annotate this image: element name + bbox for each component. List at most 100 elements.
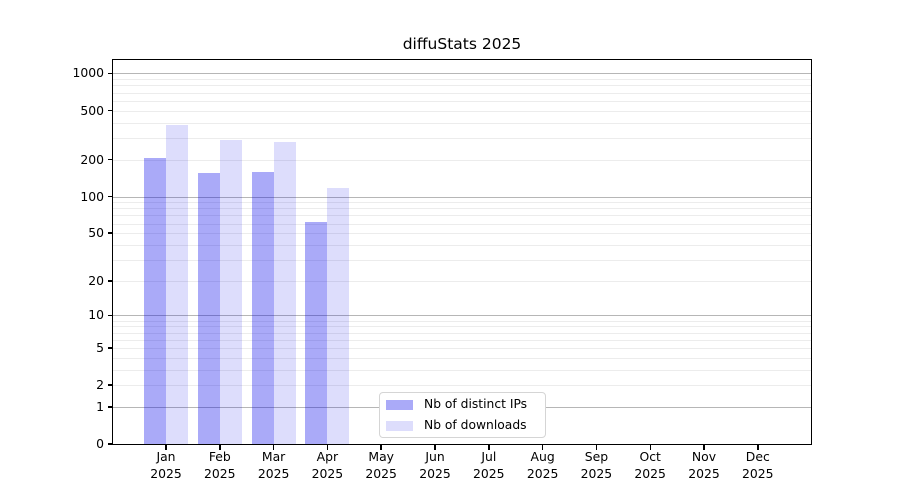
x-tick-mark xyxy=(595,444,598,450)
legend: Nb of distinct IPs Nb of downloads xyxy=(379,392,546,438)
gridline-600 xyxy=(113,100,811,102)
y-tick-label-0: 0 xyxy=(96,436,104,451)
y-tick-mark xyxy=(108,195,113,198)
bar-feb-downloads xyxy=(219,139,242,444)
year-label: 2025 xyxy=(419,465,451,481)
bar-feb-distinct-ips xyxy=(197,173,220,444)
y-tick-mark xyxy=(108,158,113,161)
gridline-400 xyxy=(113,122,811,124)
gridline-60 xyxy=(113,223,811,225)
month-label: Feb xyxy=(208,449,231,464)
x-tick-label-sep: Sep 2025 xyxy=(565,449,627,482)
gridline-70 xyxy=(113,215,811,217)
year-label: 2025 xyxy=(742,465,774,481)
gridline-20 xyxy=(113,280,811,282)
x-tick-label-feb: Feb 2025 xyxy=(189,449,251,482)
x-tick-mark xyxy=(488,444,490,450)
gridline-40 xyxy=(113,244,811,246)
gridline-500 xyxy=(113,110,811,112)
y-tick-label-100: 100 xyxy=(80,188,104,204)
x-tick-mark xyxy=(649,444,651,450)
bar-apr-downloads xyxy=(327,187,350,444)
gridline-200 xyxy=(113,159,811,161)
gridline-6 xyxy=(113,339,811,341)
bar-mar-distinct-ips xyxy=(251,171,274,444)
plot-area xyxy=(113,60,811,444)
month-label: Dec xyxy=(745,449,770,464)
bar-jan-downloads xyxy=(166,124,188,444)
bar-mar-downloads xyxy=(273,142,296,444)
month-label: Jul xyxy=(481,449,497,464)
year-label: 2025 xyxy=(580,465,613,481)
legend-label-downloads: Nb of downloads xyxy=(424,418,527,432)
x-tick-mark xyxy=(541,444,544,450)
y-tick-label-20: 20 xyxy=(88,272,104,288)
x-tick-label-mar: Mar 2025 xyxy=(243,449,305,482)
gridline-100 xyxy=(113,196,811,198)
gridline-30 xyxy=(113,259,811,261)
x-tick-label-oct: Oct 2025 xyxy=(619,449,681,482)
year-label: 2025 xyxy=(365,465,397,481)
month-label: Oct xyxy=(639,449,661,464)
gridline-800 xyxy=(113,85,811,87)
y-tick-mark xyxy=(108,384,113,386)
x-tick-label-jun: Jun 2025 xyxy=(404,449,466,482)
chart-title: diffuStats 2025 xyxy=(402,35,522,53)
bar-jan-distinct-ips xyxy=(144,158,166,444)
y-tick-label-500: 500 xyxy=(80,102,104,118)
y-tick-label-5: 5 xyxy=(96,339,104,355)
x-tick-label-aug: Aug 2025 xyxy=(512,449,574,482)
legend-swatch-downloads xyxy=(386,420,413,431)
y-tick-label-1: 1 xyxy=(96,398,104,414)
x-tick-mark xyxy=(380,444,382,450)
month-label: Apr xyxy=(316,449,339,464)
x-tick-label-may: May 2025 xyxy=(350,449,412,482)
year-label: 2025 xyxy=(257,465,290,481)
gridline-10 xyxy=(113,315,811,317)
gridline-7 xyxy=(113,332,811,334)
legend-item-distinct-ips: Nb of distinct IPs xyxy=(386,396,545,413)
y-tick-label-200: 200 xyxy=(80,151,104,167)
y-tick-mark xyxy=(108,443,113,445)
gridline-80 xyxy=(113,208,811,210)
x-tick-label-dec: Dec 2025 xyxy=(727,449,789,482)
gridline-50 xyxy=(113,233,811,235)
month-label: Jan xyxy=(156,449,176,464)
x-tick-mark xyxy=(219,444,221,450)
month-label: Aug xyxy=(530,449,555,464)
gridline-700 xyxy=(113,92,811,94)
gridline-3 xyxy=(113,369,811,371)
month-label: Sep xyxy=(584,449,609,464)
year-label: 2025 xyxy=(688,465,720,481)
x-tick-mark xyxy=(272,444,275,450)
gridline-2 xyxy=(113,385,811,387)
legend-item-downloads: Nb of downloads xyxy=(386,417,545,434)
gridline-8 xyxy=(113,326,811,328)
y-tick-label-2: 2 xyxy=(96,377,104,393)
y-tick-mark xyxy=(108,72,113,75)
year-label: 2025 xyxy=(150,465,182,481)
gridline-90 xyxy=(113,202,811,204)
gridline-9 xyxy=(113,320,811,322)
y-tick-mark xyxy=(108,314,113,317)
year-label: 2025 xyxy=(311,465,344,481)
legend-swatch-distinct-ips xyxy=(386,399,413,410)
gridline-900 xyxy=(113,79,811,81)
gridline-300 xyxy=(113,137,811,139)
x-tick-label-nov: Nov 2025 xyxy=(673,449,735,482)
year-label: 2025 xyxy=(634,465,666,481)
year-label: 2025 xyxy=(473,465,505,481)
y-tick-label-50: 50 xyxy=(88,225,104,241)
x-tick-label-apr: Apr 2025 xyxy=(296,449,358,482)
gridline-4 xyxy=(113,357,811,359)
y-tick-mark xyxy=(108,406,113,408)
y-tick-mark xyxy=(108,280,113,282)
month-label: Jun xyxy=(425,449,445,464)
x-tick-label-jan: Jan 2025 xyxy=(135,449,197,482)
year-label: 2025 xyxy=(526,465,559,481)
axes-spines xyxy=(112,59,812,445)
month-label: May xyxy=(368,449,394,464)
y-tick-label-1000: 1000 xyxy=(72,65,104,81)
x-tick-mark xyxy=(434,444,436,450)
